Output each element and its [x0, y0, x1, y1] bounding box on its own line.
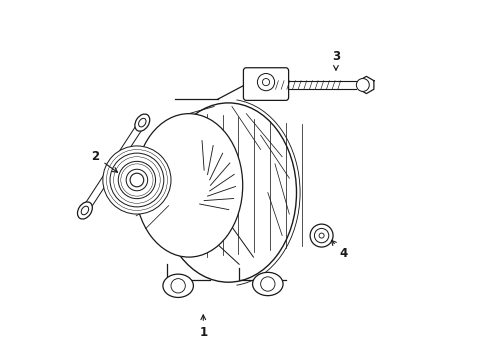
Ellipse shape [81, 206, 88, 215]
Circle shape [314, 228, 328, 243]
Ellipse shape [163, 274, 193, 297]
Circle shape [309, 224, 332, 247]
Circle shape [110, 153, 163, 207]
Ellipse shape [138, 118, 146, 127]
Text: 1: 1 [199, 315, 207, 339]
Text: 3: 3 [331, 50, 339, 70]
Text: 4: 4 [331, 240, 346, 260]
Circle shape [262, 78, 269, 86]
Circle shape [356, 78, 368, 91]
Circle shape [126, 169, 147, 191]
Circle shape [257, 73, 274, 91]
Ellipse shape [160, 103, 296, 282]
Polygon shape [358, 76, 373, 94]
Circle shape [260, 277, 274, 291]
Polygon shape [82, 121, 145, 212]
Circle shape [130, 173, 143, 187]
Circle shape [171, 279, 185, 293]
Circle shape [132, 175, 142, 185]
Ellipse shape [135, 114, 149, 131]
FancyBboxPatch shape [243, 68, 288, 100]
Circle shape [102, 146, 171, 214]
Circle shape [319, 233, 324, 238]
Circle shape [118, 161, 155, 199]
Ellipse shape [252, 273, 283, 296]
Ellipse shape [77, 202, 92, 219]
Text: 2: 2 [91, 150, 117, 172]
Ellipse shape [135, 114, 242, 257]
